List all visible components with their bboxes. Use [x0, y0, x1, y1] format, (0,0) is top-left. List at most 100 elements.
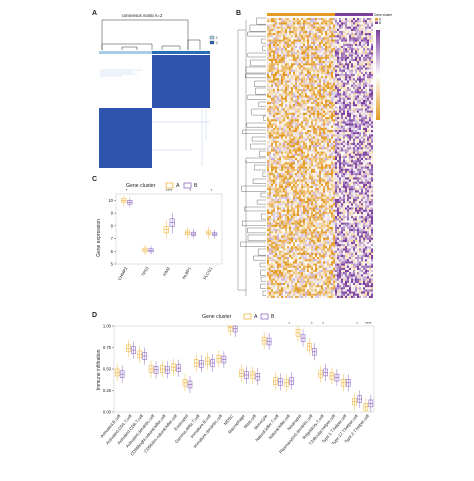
heatmap-cell — [337, 20, 340, 23]
heatmap-cell — [369, 54, 372, 57]
heatmap-cell — [287, 82, 290, 85]
heatmap-cell — [323, 194, 326, 197]
heatmap-cell — [311, 95, 314, 98]
heatmap-cell — [309, 162, 312, 165]
heatmap-cell — [353, 61, 356, 64]
heatmap-cell — [309, 69, 312, 72]
heatmap-cell — [309, 140, 312, 143]
heatmap-cell — [323, 186, 326, 189]
heatmap-cell — [347, 186, 350, 189]
heatmap-cell — [329, 142, 332, 146]
heatmap-cell — [323, 61, 326, 64]
heatmap-cell — [303, 37, 306, 40]
heatmap-cell — [335, 91, 338, 94]
heatmap-cell — [309, 78, 312, 81]
heatmap-cell — [275, 76, 278, 79]
heatmap-cell — [279, 211, 282, 215]
heatmap-cell — [279, 84, 282, 87]
heatmap-cell — [273, 140, 276, 143]
heatmap-cell — [307, 61, 310, 64]
heatmap-cell — [267, 50, 270, 53]
panel-a-speckles — [100, 69, 210, 166]
panel-a-legend-label-2: 2 — [216, 41, 218, 45]
heatmap-cell — [277, 134, 280, 137]
heatmap-cell — [321, 214, 324, 217]
heatmap-cell — [311, 194, 314, 197]
heatmap-cell — [349, 138, 352, 141]
heatmap-cell — [303, 43, 306, 47]
heatmap-cell — [331, 160, 334, 163]
heatmap-cell — [355, 89, 358, 92]
heatmap-cell — [371, 158, 374, 161]
heatmap-cell — [313, 63, 316, 66]
heatmap-cell — [369, 151, 372, 154]
heatmap-cell — [289, 140, 292, 143]
heatmap-cell — [285, 209, 288, 212]
heatmap-cell — [277, 160, 280, 163]
heatmap-cell — [313, 188, 316, 191]
heatmap-cell — [339, 207, 342, 210]
heatmap-cell — [367, 158, 370, 161]
heatmap-cell — [283, 201, 286, 204]
heatmap-cell — [293, 28, 296, 31]
heatmap-cell — [297, 74, 300, 77]
heatmap-cell — [351, 123, 354, 126]
heatmap-cell — [319, 26, 322, 29]
heatmap-cell — [271, 136, 274, 139]
heatmap-cell — [271, 86, 274, 90]
heatmap-cell — [329, 125, 332, 128]
heatmap-cell — [317, 153, 320, 156]
heatmap-cell — [311, 82, 314, 85]
heatmap-cell — [371, 160, 374, 163]
heatmap-cell — [277, 198, 280, 202]
heatmap-cell — [325, 179, 328, 182]
heatmap-cell — [313, 179, 316, 182]
heatmap-cell — [325, 78, 328, 81]
heatmap-cell — [267, 175, 270, 178]
heatmap-cell — [361, 160, 364, 163]
heatmap-cell — [317, 140, 320, 143]
heatmap-cell — [295, 170, 298, 174]
heatmap-cell — [315, 84, 318, 87]
heatmap-cell — [359, 121, 362, 124]
heatmap-cell — [337, 91, 340, 94]
heatmap-cell — [319, 22, 322, 25]
heatmap-cell — [359, 145, 362, 148]
heatmap-cell — [299, 78, 302, 81]
heatmap-cell — [327, 28, 330, 31]
heatmap-cell — [331, 130, 334, 133]
heatmap-cell — [355, 136, 358, 139]
heatmap-cell — [293, 74, 296, 77]
heatmap-cell — [351, 67, 354, 70]
heatmap-cell — [357, 211, 360, 215]
heatmap-cell — [303, 86, 306, 90]
heatmap-cell — [273, 155, 276, 159]
heatmap-cell — [273, 46, 276, 49]
heatmap-cell — [371, 102, 374, 105]
heatmap-cell — [275, 95, 278, 98]
heatmap-cell — [297, 54, 300, 57]
heatmap-cell — [367, 151, 370, 154]
heatmap-cell — [269, 106, 272, 109]
heatmap-cell — [329, 145, 332, 148]
heatmap-cell — [275, 112, 278, 115]
heatmap-cell — [337, 106, 340, 109]
heatmap-cell — [353, 112, 356, 115]
heatmap-cell — [275, 166, 278, 169]
heatmap-cell — [305, 162, 308, 165]
heatmap-cell — [371, 125, 374, 128]
heatmap-cell — [319, 121, 322, 124]
heatmap-cell — [271, 188, 274, 191]
heatmap-cell — [319, 69, 322, 72]
heatmap-cell — [341, 95, 344, 98]
heatmap-cell — [295, 158, 298, 161]
heatmap-cell — [289, 214, 292, 217]
heatmap-cell — [275, 61, 278, 64]
heatmap-cell — [369, 52, 372, 55]
heatmap-cell — [329, 106, 332, 109]
heatmap-cell — [269, 211, 272, 215]
heatmap-cell — [335, 123, 338, 126]
heatmap-cell — [297, 147, 300, 150]
heatmap-cell — [301, 145, 304, 148]
heatmap-cell — [331, 18, 334, 21]
